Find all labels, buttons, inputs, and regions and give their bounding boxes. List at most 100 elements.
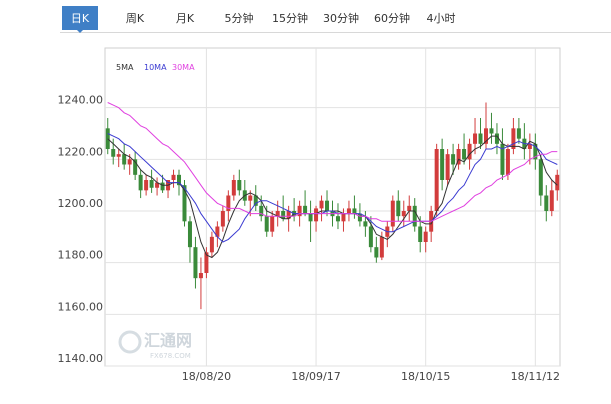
candle-body	[270, 216, 275, 232]
ma-line	[107, 133, 558, 243]
candle-body	[193, 247, 198, 279]
candle-body	[368, 226, 373, 248]
candle-body	[171, 174, 176, 180]
watermark: FX678.COM	[150, 352, 191, 360]
candle-body	[133, 159, 138, 175]
candle-body	[341, 213, 346, 222]
candle-body	[335, 216, 340, 222]
tab[interactable]: 15分钟	[272, 11, 308, 25]
candle-body	[494, 133, 499, 144]
candle-body	[357, 213, 362, 222]
candle-body	[538, 159, 543, 196]
candle-body	[264, 216, 269, 232]
candle-body	[204, 252, 209, 273]
candle-body	[215, 226, 220, 237]
candle-body	[149, 180, 154, 188]
tab[interactable]: 周K	[126, 12, 145, 25]
candle-body	[401, 211, 406, 217]
candle-body	[379, 236, 384, 258]
candle-body	[434, 149, 439, 211]
tab-active-bg	[62, 6, 98, 30]
candle-body	[396, 200, 401, 217]
candle-body	[275, 211, 280, 217]
candle-body	[138, 174, 143, 191]
tab[interactable]: 60分钟	[374, 11, 410, 25]
tab[interactable]: 4小时	[427, 12, 456, 25]
candle-body	[467, 143, 472, 160]
candle-body	[111, 149, 116, 157]
y-tick-label: 1180.00	[58, 249, 104, 262]
ma-line	[107, 102, 558, 222]
candle-body	[319, 200, 324, 209]
candle-body	[374, 247, 379, 258]
candle-body	[144, 180, 149, 191]
candle-body	[505, 149, 510, 175]
candle-body	[478, 133, 483, 144]
candle-body	[297, 205, 302, 217]
candle-body	[390, 200, 395, 227]
candle-body	[407, 205, 412, 211]
candle-body	[489, 128, 494, 134]
candle-body	[511, 128, 516, 149]
y-tick-label: 1200.00	[58, 197, 104, 210]
watermark-logo	[118, 330, 142, 354]
candle-body	[259, 205, 264, 217]
candle-body	[281, 211, 286, 219]
watermark: 汇通网	[144, 331, 192, 350]
tab[interactable]: 30分钟	[323, 11, 359, 25]
candle-body	[226, 195, 231, 211]
candle-body	[423, 231, 428, 242]
candle-body	[500, 143, 505, 175]
candle-body	[418, 226, 423, 242]
candle-body	[286, 211, 291, 219]
candle-body	[412, 205, 417, 227]
candle-body	[516, 128, 521, 139]
candle-body	[549, 190, 554, 211]
candle-body	[483, 128, 488, 144]
y-tick-label: 1240.00	[58, 94, 104, 107]
candle-body	[303, 205, 308, 214]
candle-body	[314, 208, 319, 222]
candle-body	[456, 149, 461, 165]
candle-body	[253, 195, 258, 206]
y-tick-label: 1220.00	[58, 145, 104, 158]
candle-body	[451, 154, 456, 165]
candle-body	[237, 180, 242, 191]
tab[interactable]: 月K	[176, 12, 195, 25]
candle-body	[182, 185, 187, 222]
candle-body	[231, 180, 236, 196]
tab-pointer	[77, 30, 83, 33]
y-tick-label: 1160.00	[58, 300, 104, 313]
candle-body	[308, 213, 313, 222]
candle-body	[248, 195, 253, 201]
candle-body	[473, 133, 478, 144]
legend-entry: 30MA	[172, 63, 195, 72]
x-tick-label: 18/11/12	[511, 370, 560, 383]
candle-body	[527, 143, 532, 149]
candle-body	[363, 221, 368, 227]
tab[interactable]: 5分钟	[225, 11, 254, 25]
x-tick-label: 18/08/20	[182, 370, 231, 383]
legend-entry: 10MA	[144, 63, 167, 72]
legend-entry: 5MA	[116, 63, 134, 72]
candle-body	[160, 182, 165, 191]
candle-body	[155, 182, 160, 188]
y-tick-label: 1140.00	[58, 352, 104, 365]
x-tick-label: 18/10/15	[401, 370, 450, 383]
candle-body	[325, 200, 330, 211]
candle-body	[220, 211, 225, 227]
candle-body	[544, 195, 549, 211]
candle-body	[533, 143, 538, 160]
candle-body	[177, 174, 182, 186]
tab[interactable]: 日K	[71, 12, 90, 25]
candle-body	[198, 273, 203, 279]
candle-body	[209, 236, 214, 253]
candle-body	[555, 174, 560, 191]
candle-body	[462, 149, 467, 160]
candle-body	[187, 221, 192, 248]
candle-body	[122, 154, 127, 165]
candle-body	[352, 208, 357, 214]
candle-body	[127, 159, 132, 165]
